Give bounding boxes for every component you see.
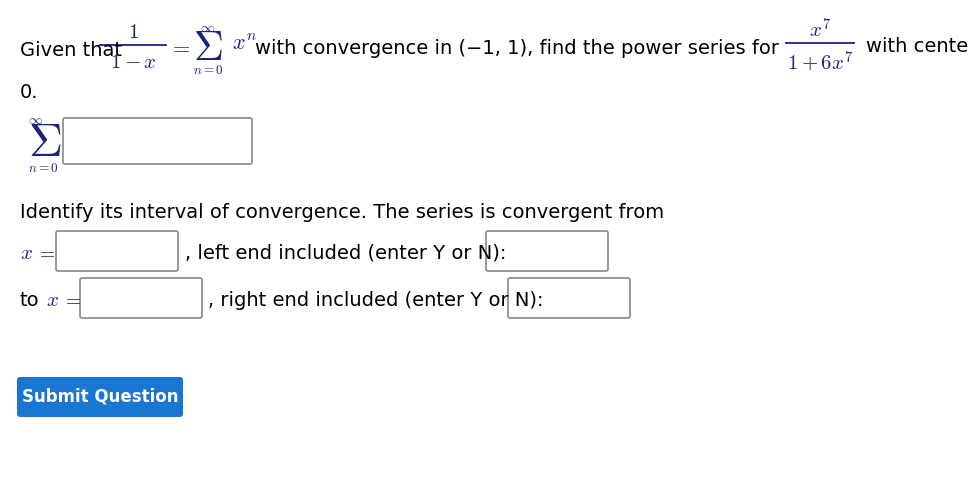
- Text: $\mathit{1+6x}^{7}$: $\mathit{1+6x}^{7}$: [787, 49, 854, 74]
- Text: $\mathit{x}^{7}$: $\mathit{x}^{7}$: [809, 18, 831, 42]
- Text: $\Sigma$: $\Sigma$: [193, 27, 223, 69]
- Text: $\infty$: $\infty$: [201, 21, 215, 35]
- Text: $n{=}0$: $n{=}0$: [193, 63, 224, 76]
- Text: $\mathit{1}$: $\mathit{1}$: [128, 22, 139, 42]
- FancyBboxPatch shape: [17, 377, 183, 417]
- Text: $=$: $=$: [36, 243, 55, 262]
- FancyBboxPatch shape: [508, 278, 630, 318]
- Text: $=$: $=$: [62, 290, 81, 309]
- Text: $n{=}0$: $n{=}0$: [28, 161, 59, 174]
- FancyBboxPatch shape: [63, 119, 252, 165]
- FancyBboxPatch shape: [486, 231, 608, 271]
- Text: Given that: Given that: [20, 40, 122, 60]
- Text: with convergence in (−1, 1), find the power series for: with convergence in (−1, 1), find the po…: [255, 38, 779, 58]
- Text: Identify its interval of convergence. The series is convergent from: Identify its interval of convergence. Th…: [20, 202, 664, 221]
- Text: to: to: [20, 290, 40, 309]
- Text: , right end included (enter Y or N):: , right end included (enter Y or N):: [208, 290, 544, 309]
- Text: $\mathit{x}$: $\mathit{x}$: [46, 289, 59, 309]
- Text: $\mathit{1-x}$: $\mathit{1-x}$: [109, 52, 156, 72]
- Text: with center: with center: [866, 37, 969, 56]
- Text: Submit Question: Submit Question: [21, 387, 178, 405]
- FancyBboxPatch shape: [80, 278, 202, 318]
- Text: 0.: 0.: [20, 84, 39, 102]
- Text: $\infty$: $\infty$: [28, 113, 43, 127]
- Text: , left end included (enter Y or N):: , left end included (enter Y or N):: [185, 243, 507, 262]
- Text: $=$: $=$: [169, 37, 191, 57]
- Text: $\Sigma$: $\Sigma$: [28, 120, 61, 165]
- FancyBboxPatch shape: [56, 231, 178, 271]
- Text: $\mathit{x}$: $\mathit{x}$: [20, 242, 33, 263]
- Text: $\mathit{x}^{\mathit{n}}$: $\mathit{x}^{\mathit{n}}$: [232, 34, 257, 54]
